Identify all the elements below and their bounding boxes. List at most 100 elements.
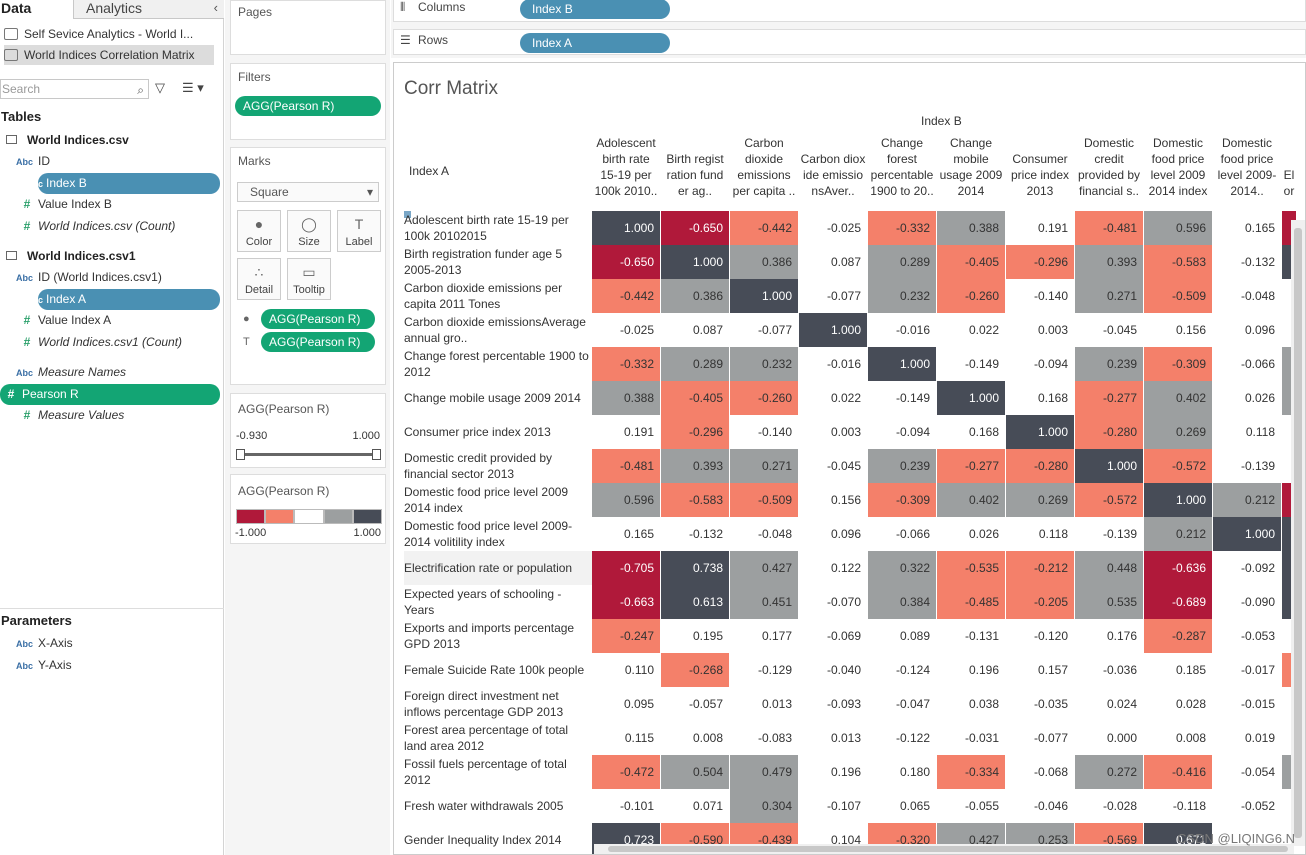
matrix-cell[interactable]: 1.000 [799,313,867,347]
matrix-cell[interactable]: 0.071 [661,789,729,823]
field-item[interactable]: # Pearson R [0,383,220,405]
range-slider[interactable] [239,453,377,456]
matrix-cell[interactable]: -0.066 [868,517,936,551]
matrix-cell[interactable]: 0.402 [937,483,1005,517]
matrix-cell[interactable]: -0.212 [1006,551,1074,585]
columns-pill[interactable]: Index B [520,0,670,19]
field-item[interactable]: # Measure Values [16,405,216,426]
matrix-cell[interactable]: -0.017 [1213,653,1281,687]
matrix-cell[interactable]: -0.296 [1006,245,1074,279]
matrix-cell[interactable]: -0.416 [1144,755,1212,789]
rows-shelf[interactable]: ☰ Rows Index A [393,29,1306,55]
marks-pill-label[interactable]: AGG(Pearson R) [261,332,375,352]
row-header[interactable]: Carbon dioxide emissions per capita 2011… [404,279,592,313]
matrix-cell[interactable]: 0.191 [1006,211,1074,245]
matrix-cell[interactable]: -0.045 [1075,313,1143,347]
matrix-cell[interactable]: 0.013 [730,687,798,721]
field-item[interactable]: Abc Y-Axis [16,655,216,676]
matrix-cell[interactable]: 0.118 [1006,517,1074,551]
matrix-cell[interactable]: -0.277 [1075,381,1143,415]
vertical-scrollbar[interactable] [1291,220,1305,846]
matrix-cell[interactable]: -0.054 [1213,755,1281,789]
matrix-cell[interactable]: -0.048 [730,517,798,551]
row-header[interactable]: Domestic food price level 2009 2014 inde… [404,483,592,517]
matrix-cell[interactable]: -0.048 [1213,279,1281,313]
matrix-cell[interactable]: 1.000 [1006,415,1074,449]
matrix-cell[interactable]: 0.232 [868,279,936,313]
matrix-cell[interactable]: -0.055 [937,789,1005,823]
matrix-cell[interactable]: -0.124 [868,653,936,687]
matrix-cell[interactable]: -0.689 [1144,585,1212,619]
matrix-cell[interactable]: -0.442 [730,211,798,245]
matrix-cell[interactable]: -0.332 [868,211,936,245]
matrix-cell[interactable]: -0.025 [592,313,660,347]
field-item[interactable]: # World Indices.csv1 (Count) [16,332,216,353]
matrix-cell[interactable]: 0.087 [661,313,729,347]
matrix-cell[interactable]: 0.393 [661,449,729,483]
matrix-cell[interactable]: -0.149 [937,347,1005,381]
matrix-cell[interactable]: 0.022 [937,313,1005,347]
matrix-cell[interactable]: -0.101 [592,789,660,823]
matrix-cell[interactable]: -0.650 [661,211,729,245]
matrix-cell[interactable]: -0.149 [868,381,936,415]
matrix-cell[interactable]: 0.185 [1144,653,1212,687]
matrix-cell[interactable]: 1.000 [1144,483,1212,517]
matrix-cell[interactable]: -0.015 [1213,687,1281,721]
matrix-cell[interactable]: 0.289 [868,245,936,279]
matrix-cell[interactable]: 0.177 [730,619,798,653]
matrix-cell[interactable]: -0.016 [799,347,867,381]
matrix-cell[interactable]: -0.053 [1213,619,1281,653]
matrix-cell[interactable]: -0.120 [1006,619,1074,653]
matrix-cell[interactable]: 0.019 [1213,721,1281,755]
matrix-cell[interactable]: -0.094 [1006,347,1074,381]
matrix-cell[interactable]: -0.132 [1213,245,1281,279]
matrix-cell[interactable]: -0.046 [1006,789,1074,823]
matrix-cell[interactable]: 0.195 [661,619,729,653]
chevron-left-icon[interactable]: ‹ [213,0,218,15]
column-header[interactable]: Carbon dioxide emissions per capita .. [730,133,798,199]
matrix-cell[interactable]: 0.157 [1006,653,1074,687]
row-header[interactable]: Expected years of schooling - Years [404,585,592,619]
matrix-cell[interactable]: -0.705 [592,551,660,585]
matrix-cell[interactable]: -0.066 [1213,347,1281,381]
row-header[interactable]: Birth registration funder age 5 2005-201… [404,245,592,279]
row-header[interactable]: Adolescent birth rate 15-19 per 100k 201… [404,211,592,245]
column-header[interactable]: Change mobile usage 2009 2014 [937,133,1005,199]
matrix-cell[interactable]: 0.239 [868,449,936,483]
matrix-cell[interactable]: 0.089 [868,619,936,653]
field-item[interactable]: Abc Index A [26,288,220,310]
column-header[interactable]: Change forest percentable 1900 to 20.. [868,133,936,199]
column-header[interactable]: Birth regist ration fund er ag.. [661,133,729,199]
matrix-cell[interactable]: 0.087 [799,245,867,279]
matrix-cell[interactable]: -0.118 [1144,789,1212,823]
matrix-cell[interactable]: 1.000 [661,245,729,279]
matrix-cell[interactable]: -0.277 [937,449,1005,483]
matrix-cell[interactable]: -0.287 [1144,619,1212,653]
field-item[interactable]: Abc ID [16,151,216,172]
search-input[interactable]: Search ⌕ [0,79,149,99]
matrix-cell[interactable]: -0.140 [730,415,798,449]
matrix-cell[interactable]: 0.003 [1006,313,1074,347]
range-handle-left[interactable] [236,449,245,460]
matrix-cell[interactable]: -0.260 [730,381,798,415]
matrix-cell[interactable]: 0.096 [799,517,867,551]
row-header[interactable]: Carbon dioxide emissionsAverage annual g… [404,313,592,347]
matrix-cell[interactable]: 0.168 [1006,381,1074,415]
row-header[interactable]: Foreign direct investment net inflows pe… [404,687,592,721]
mark-type-select[interactable]: Square ▾ [237,182,379,202]
matrix-cell[interactable]: -0.047 [868,687,936,721]
matrix-cell[interactable]: 1.000 [937,381,1005,415]
row-header[interactable]: Change forest percentable 1900 to 2012 [404,347,592,381]
matrix-cell[interactable]: -0.057 [661,687,729,721]
matrix-cell[interactable]: 0.008 [661,721,729,755]
matrix-cell[interactable]: 0.156 [1144,313,1212,347]
matrix-cell[interactable]: -0.535 [937,551,1005,585]
matrix-cell[interactable]: -0.139 [1213,449,1281,483]
matrix-cell[interactable]: -0.572 [1144,449,1212,483]
matrix-cell[interactable]: 0.388 [592,381,660,415]
matrix-cell[interactable]: 0.272 [1075,755,1143,789]
filter-icon[interactable]: ▽ [155,80,165,95]
matrix-cell[interactable]: -0.442 [592,279,660,313]
matrix-cell[interactable]: 0.191 [592,415,660,449]
datasource-item-active[interactable]: World Indices Correlation Matrix [4,45,214,65]
